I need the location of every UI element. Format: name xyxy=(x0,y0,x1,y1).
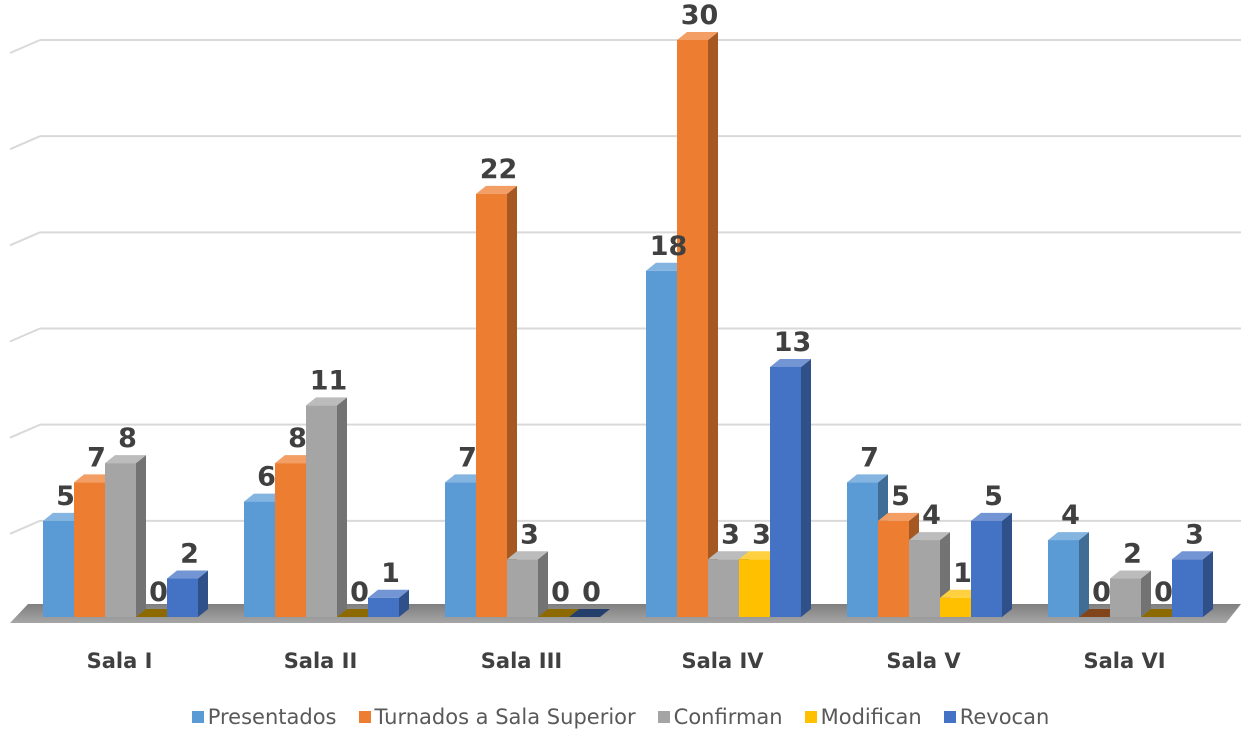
legend-item: Turnados a Sala Superior xyxy=(358,705,636,729)
gridline-depth xyxy=(9,231,41,247)
bar xyxy=(1048,532,1089,617)
data-label: 8 xyxy=(288,423,307,454)
data-label: 2 xyxy=(1123,539,1142,570)
bar xyxy=(1110,570,1151,617)
legend-swatch xyxy=(191,711,204,723)
data-label: 2 xyxy=(180,539,199,570)
bar-group-2 xyxy=(244,397,409,617)
data-label: 1 xyxy=(381,558,400,589)
data-label: 0 xyxy=(582,577,601,608)
data-label: 7 xyxy=(458,442,477,473)
legend-label: Modifican xyxy=(820,705,922,729)
data-label: 7 xyxy=(87,442,106,473)
legend-item: Revocan xyxy=(943,705,1050,729)
data-label: 0 xyxy=(1092,577,1111,608)
bar xyxy=(1141,609,1182,617)
data-label: 4 xyxy=(922,500,941,531)
legend-swatch xyxy=(657,711,670,723)
bar xyxy=(770,358,811,617)
data-label: 8 xyxy=(118,423,137,454)
category-label: Sala III xyxy=(481,649,562,673)
data-label: 3 xyxy=(1185,519,1204,550)
gridline-depth xyxy=(9,327,41,343)
data-label: 3 xyxy=(752,519,771,550)
legend-item: Modifican xyxy=(804,705,922,729)
data-label: 5 xyxy=(984,481,1003,512)
data-label: 22 xyxy=(480,154,518,185)
data-label: 0 xyxy=(350,577,369,608)
data-label: 0 xyxy=(1154,577,1173,608)
legend-swatch xyxy=(358,711,371,723)
legend-label: Revocan xyxy=(959,705,1050,729)
data-label: 11 xyxy=(310,365,348,396)
category-labels-group: Sala I Sala II Sala III Sala IV Sala V Sala V… xyxy=(87,649,1166,673)
legend-item: Confirman xyxy=(657,705,783,729)
bar xyxy=(306,397,347,617)
data-label: 7 xyxy=(860,442,879,473)
bar-group-6 xyxy=(1048,532,1213,617)
bar xyxy=(971,512,1012,617)
data-label: 0 xyxy=(149,577,168,608)
data-label: 18 xyxy=(650,231,688,262)
bar xyxy=(677,32,718,617)
data-label: 30 xyxy=(681,0,719,31)
data-label: 3 xyxy=(520,519,539,550)
bars-group xyxy=(43,32,1213,617)
bar xyxy=(337,609,378,617)
legend-label: Confirman xyxy=(673,705,783,729)
legend-swatch xyxy=(943,711,956,723)
data-label: 0 xyxy=(551,577,570,608)
bar-group-5 xyxy=(847,474,1012,617)
category-label: Sala II xyxy=(284,649,358,673)
legend-swatch xyxy=(804,711,817,723)
data-label: 3 xyxy=(721,519,740,550)
legend-item: Presentados xyxy=(191,705,337,729)
data-label: 1 xyxy=(953,558,972,589)
data-label: 5 xyxy=(56,481,75,512)
bar xyxy=(105,455,146,617)
gridline-depth xyxy=(9,423,41,439)
legend-label: Turnados a Sala Superior xyxy=(374,705,636,729)
bar xyxy=(476,185,517,617)
bar xyxy=(167,570,208,617)
category-label: Sala IV xyxy=(681,649,764,673)
data-label: 13 xyxy=(774,327,812,358)
bar-group-4 xyxy=(646,32,811,617)
bar xyxy=(569,609,610,617)
legend: Presentados Turnados a Sala Superior Confi… xyxy=(0,702,1241,732)
gridlines xyxy=(9,39,1241,535)
bar xyxy=(538,609,579,617)
legend-label: Presentados xyxy=(207,705,337,729)
category-label: Sala VI xyxy=(1083,649,1165,673)
bar xyxy=(136,609,177,617)
data-label: 5 xyxy=(891,481,910,512)
bar-group-3 xyxy=(445,185,610,617)
gridline-depth xyxy=(9,135,41,151)
gridline-depth xyxy=(9,519,41,535)
bar xyxy=(368,589,409,617)
bar xyxy=(1079,609,1120,617)
category-label: Sala I xyxy=(87,649,153,673)
category-label: Sala V xyxy=(886,649,961,673)
bar xyxy=(507,551,548,617)
bar-group-1 xyxy=(43,455,208,617)
data-label: 6 xyxy=(257,462,276,493)
data-label: 4 xyxy=(1061,500,1080,531)
bar xyxy=(1172,551,1213,617)
gridline-depth xyxy=(9,39,41,54)
